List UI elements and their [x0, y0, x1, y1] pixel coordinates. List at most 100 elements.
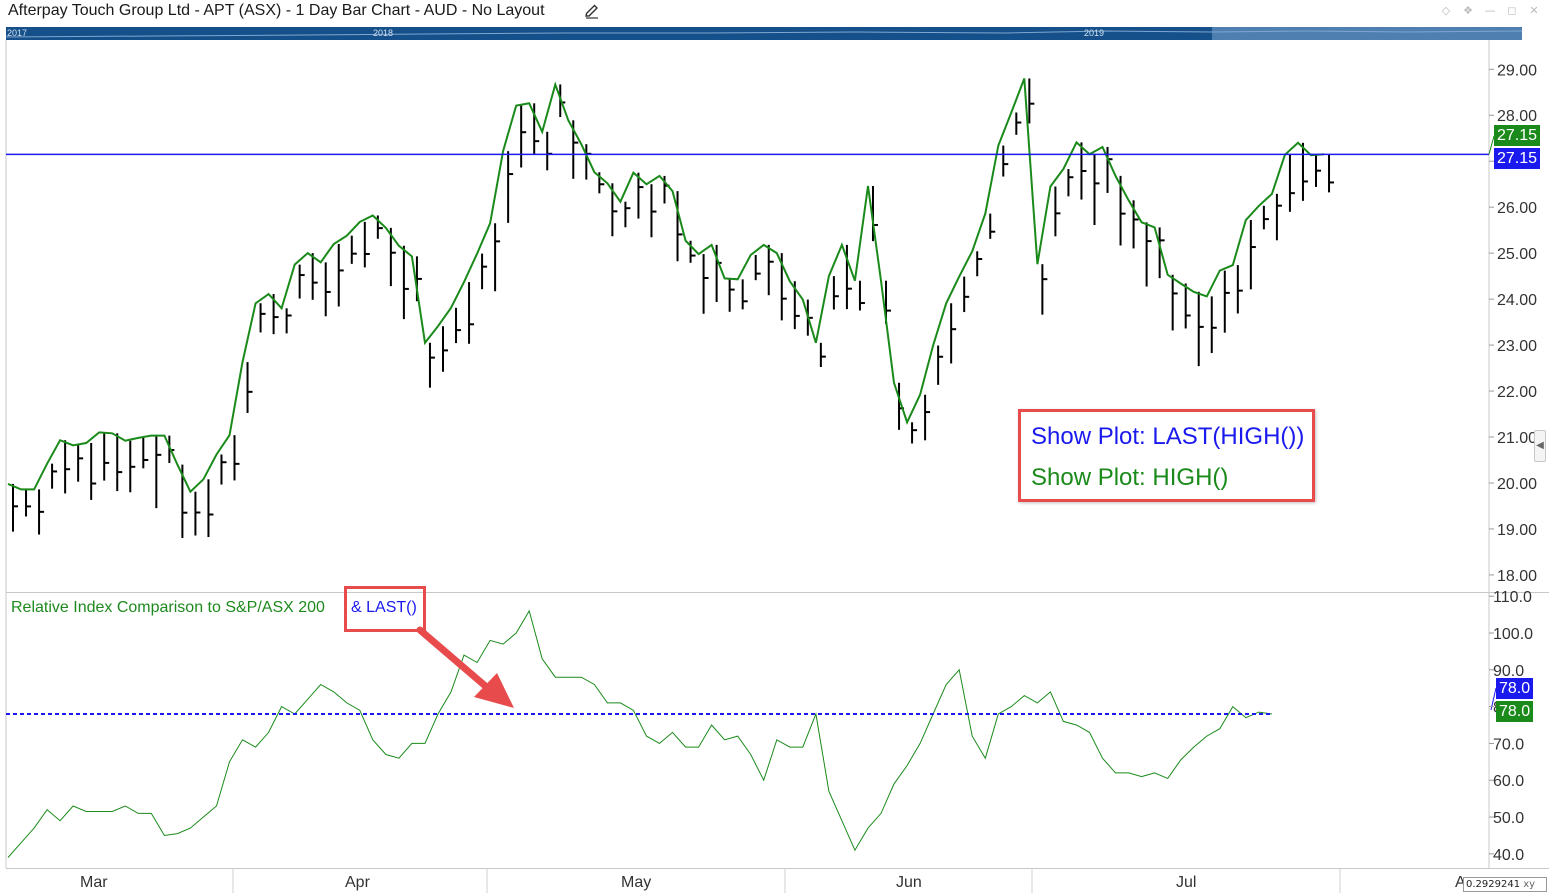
x-label-mar: Mar — [80, 874, 108, 891]
chart-navigator[interactable]: 2017 2018 2019 — [6, 27, 1522, 40]
ohlc-bar — [38, 489, 45, 535]
ohlc-bar — [767, 244, 774, 296]
price-y-label-1: 19.00 — [1497, 522, 1537, 539]
ohlc-bar — [937, 345, 944, 385]
ohlc-bar — [298, 264, 305, 299]
indicator-last-tag: 78.0 — [1496, 678, 1534, 699]
ohlc-bar — [428, 342, 435, 388]
ohlc-bar — [233, 435, 240, 481]
close-icon[interactable]: ✕ — [1529, 3, 1539, 17]
ohlc-bar — [637, 172, 644, 219]
price-y-label-8: 26.00 — [1497, 200, 1537, 217]
ohlc-bar — [51, 463, 58, 489]
x-label-jun: Jun — [896, 874, 922, 891]
ohlc-bar — [1197, 291, 1204, 367]
indicator-title: Relative Index Comparison to S&P/ASX 200 — [11, 599, 325, 616]
ohlc-bar — [728, 278, 735, 312]
ohlc-bar — [363, 221, 370, 268]
ohlc-bar — [1236, 265, 1243, 314]
ohlc-bar — [676, 191, 683, 262]
ohlc-bar — [64, 440, 71, 494]
ohlc-bar — [1093, 154, 1100, 226]
high-tag-connector — [1488, 135, 1495, 155]
cursor-readout: 0.2929241 xy — [1463, 877, 1547, 892]
ohlc-bar — [103, 432, 110, 481]
ohlc-bar — [1015, 112, 1022, 135]
ohlc-bar — [1028, 78, 1035, 124]
restore-icon[interactable]: ◻ — [1507, 3, 1517, 17]
ohlc-bar — [350, 235, 357, 264]
ohlc-bar — [715, 244, 722, 302]
high-line — [7, 78, 1325, 494]
price-y-label-11: 29.00 — [1497, 62, 1537, 79]
indicator-y-label-7: 110.0 — [1493, 589, 1532, 606]
ohlc-bar — [950, 303, 957, 364]
ohlc-bar — [885, 280, 892, 324]
ohlc-bar — [546, 131, 553, 171]
ohlc-bar — [650, 184, 657, 238]
price-y-label-4: 22.00 — [1497, 384, 1537, 401]
navigator-sparkline — [6, 30, 1522, 38]
ohlc-bar — [663, 175, 670, 204]
ohlc-bar — [389, 227, 396, 287]
readout-unit: xy — [1523, 879, 1536, 890]
ohlc-bar — [702, 254, 709, 314]
ohlc-bar — [12, 483, 18, 532]
ohlc-bar — [520, 105, 527, 168]
ohlc-bar — [1210, 296, 1217, 354]
ohlc-bar — [90, 442, 97, 500]
ohlc-bar — [1301, 142, 1308, 201]
ohlc-bar — [845, 244, 852, 310]
ohlc-bar — [1328, 154, 1335, 193]
ohlc-bar — [455, 307, 462, 344]
price-y-label-6: 24.00 — [1497, 292, 1537, 309]
pin-icon[interactable]: ❖ — [1463, 3, 1473, 17]
ohlc-bar — [1223, 270, 1230, 333]
annotation-arrow-head — [474, 673, 514, 708]
ohlc-bar — [194, 491, 201, 536]
x-label-jul: Jul — [1176, 874, 1196, 891]
ohlc-bar — [376, 215, 383, 239]
ohlc-bar — [1315, 155, 1321, 187]
ohlc-bar — [220, 454, 227, 485]
indicator-last-label: & LAST() — [351, 599, 417, 616]
navigator-year-2017: 2017 — [7, 28, 28, 38]
ohlc-bar — [1288, 154, 1295, 212]
ohlc-bar — [1145, 222, 1152, 287]
price-y-label-7: 25.00 — [1497, 246, 1537, 263]
indicator-y-label-6: 100.0 — [1493, 626, 1533, 643]
ohlc-bar — [77, 445, 84, 482]
ohlc-bar — [1054, 186, 1061, 237]
ohlc-bar — [207, 479, 214, 538]
ohlc-bar — [1184, 283, 1191, 329]
price-y-label-3: 21.00 — [1497, 430, 1537, 447]
ohlc-bar — [911, 422, 918, 444]
price-y-label-10: 28.00 — [1497, 108, 1537, 125]
ohlc-bar — [441, 326, 448, 372]
ohlc-bar — [611, 183, 618, 237]
price-y-label-0: 18.00 — [1497, 568, 1537, 585]
ohlc-bar — [989, 213, 996, 239]
legend-high: Show Plot: HIGH() — [1031, 464, 1229, 491]
ohlc-bar — [754, 254, 761, 281]
ohlc-bar — [311, 253, 318, 300]
scroll-right-arrow-icon[interactable]: ◀ — [1534, 430, 1546, 462]
ohlc-bar — [402, 245, 409, 320]
diamond-icon[interactable]: ◇ — [1441, 3, 1451, 17]
last-annotation-box — [344, 586, 426, 632]
edit-icon[interactable] — [584, 3, 600, 19]
relative-index-line — [7, 609, 1272, 858]
ohlc-bar — [324, 262, 331, 317]
ohlc-bar — [1171, 274, 1178, 331]
readout-value: 0.2929241 — [1466, 879, 1521, 890]
ohlc-bar — [832, 276, 839, 310]
ohlc-bar — [1041, 264, 1048, 315]
minimize-icon[interactable]: — — [1484, 3, 1496, 17]
last-value-price-tag: 27.15 — [1494, 148, 1541, 169]
ohlc-bar — [285, 308, 292, 334]
ohlc-bar — [1249, 220, 1256, 290]
navigator-window[interactable] — [1212, 27, 1522, 40]
legend-last-high: Show Plot: LAST(HIGH()) — [1031, 423, 1305, 450]
ohlc-bar — [689, 240, 696, 263]
